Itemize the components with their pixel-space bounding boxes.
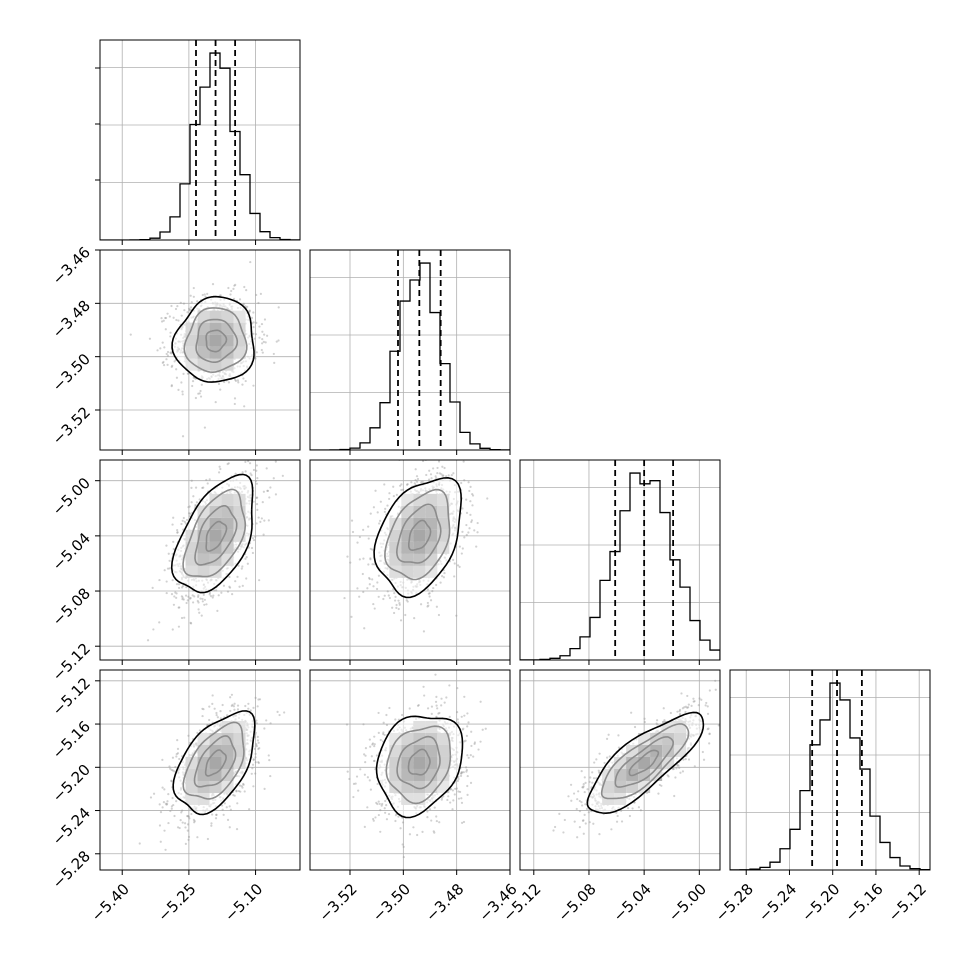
x-tick-label: −5.10	[221, 880, 266, 925]
y-tick-label: −5.28	[49, 847, 94, 892]
x-tick-label: −5.16	[841, 880, 886, 925]
panel-frame	[99, 249, 301, 451]
x-tick-label: −3.50	[369, 880, 414, 925]
y-tick-label: −5.12	[49, 674, 94, 719]
x-tick-label: −5.25	[154, 880, 199, 925]
panel-frame	[309, 249, 511, 451]
panel-3-1	[309, 669, 511, 875]
contour-line	[172, 710, 256, 816]
panel-frame	[309, 459, 511, 661]
y-tick-label: −3.48	[49, 297, 94, 342]
x-tick-label: −5.40	[88, 880, 133, 925]
y-tick-label: −5.12	[49, 639, 94, 684]
y-tick-label: −5.04	[49, 529, 94, 574]
y-tick-label: −5.20	[49, 761, 94, 806]
panel-3-0	[95, 669, 301, 875]
panel-frame	[99, 669, 301, 871]
x-tick-label: −5.08	[554, 880, 599, 925]
panel-3-2	[519, 669, 721, 875]
panel-0-0	[95, 39, 301, 245]
contour-line	[373, 476, 463, 599]
histogram-step	[730, 682, 930, 870]
histogram-step	[520, 472, 720, 660]
y-tick-label: −5.24	[49, 804, 94, 849]
panel-frame	[519, 669, 721, 871]
y-tick-label: −3.46	[49, 243, 94, 288]
x-tick-label: −5.12	[885, 880, 930, 925]
y-tick-label: −5.16	[49, 717, 94, 762]
contour-line	[170, 473, 254, 594]
histogram-step	[100, 52, 300, 240]
x-tick-label: −5.24	[755, 880, 800, 925]
panel-frame	[309, 669, 511, 871]
panel-2-0	[95, 459, 301, 665]
panel-3-3	[729, 669, 931, 875]
x-tick-label: −3.48	[422, 880, 467, 925]
x-tick-label: −5.00	[665, 880, 710, 925]
y-tick-label: −3.50	[49, 350, 94, 395]
panel-1-1	[309, 249, 511, 455]
x-tick-label: −5.04	[610, 880, 655, 925]
x-tick-label: −3.52	[316, 880, 361, 925]
contour-line	[171, 295, 255, 383]
x-tick-label: −5.28	[712, 880, 757, 925]
histogram-step	[310, 262, 510, 450]
panel-2-1	[309, 459, 511, 665]
y-tick-label: −5.08	[49, 584, 94, 629]
panel-frame	[99, 39, 301, 241]
panel-1-0	[95, 249, 301, 455]
panel-frame	[519, 459, 721, 661]
x-tick-label: −5.20	[798, 880, 843, 925]
panel-2-2	[519, 459, 721, 665]
contour-line	[375, 715, 464, 819]
y-tick-label: −3.52	[49, 403, 94, 448]
contour-line	[586, 711, 705, 815]
panel-frame	[729, 669, 931, 871]
y-tick-label: −5.00	[49, 474, 94, 519]
panel-frame	[99, 459, 301, 661]
